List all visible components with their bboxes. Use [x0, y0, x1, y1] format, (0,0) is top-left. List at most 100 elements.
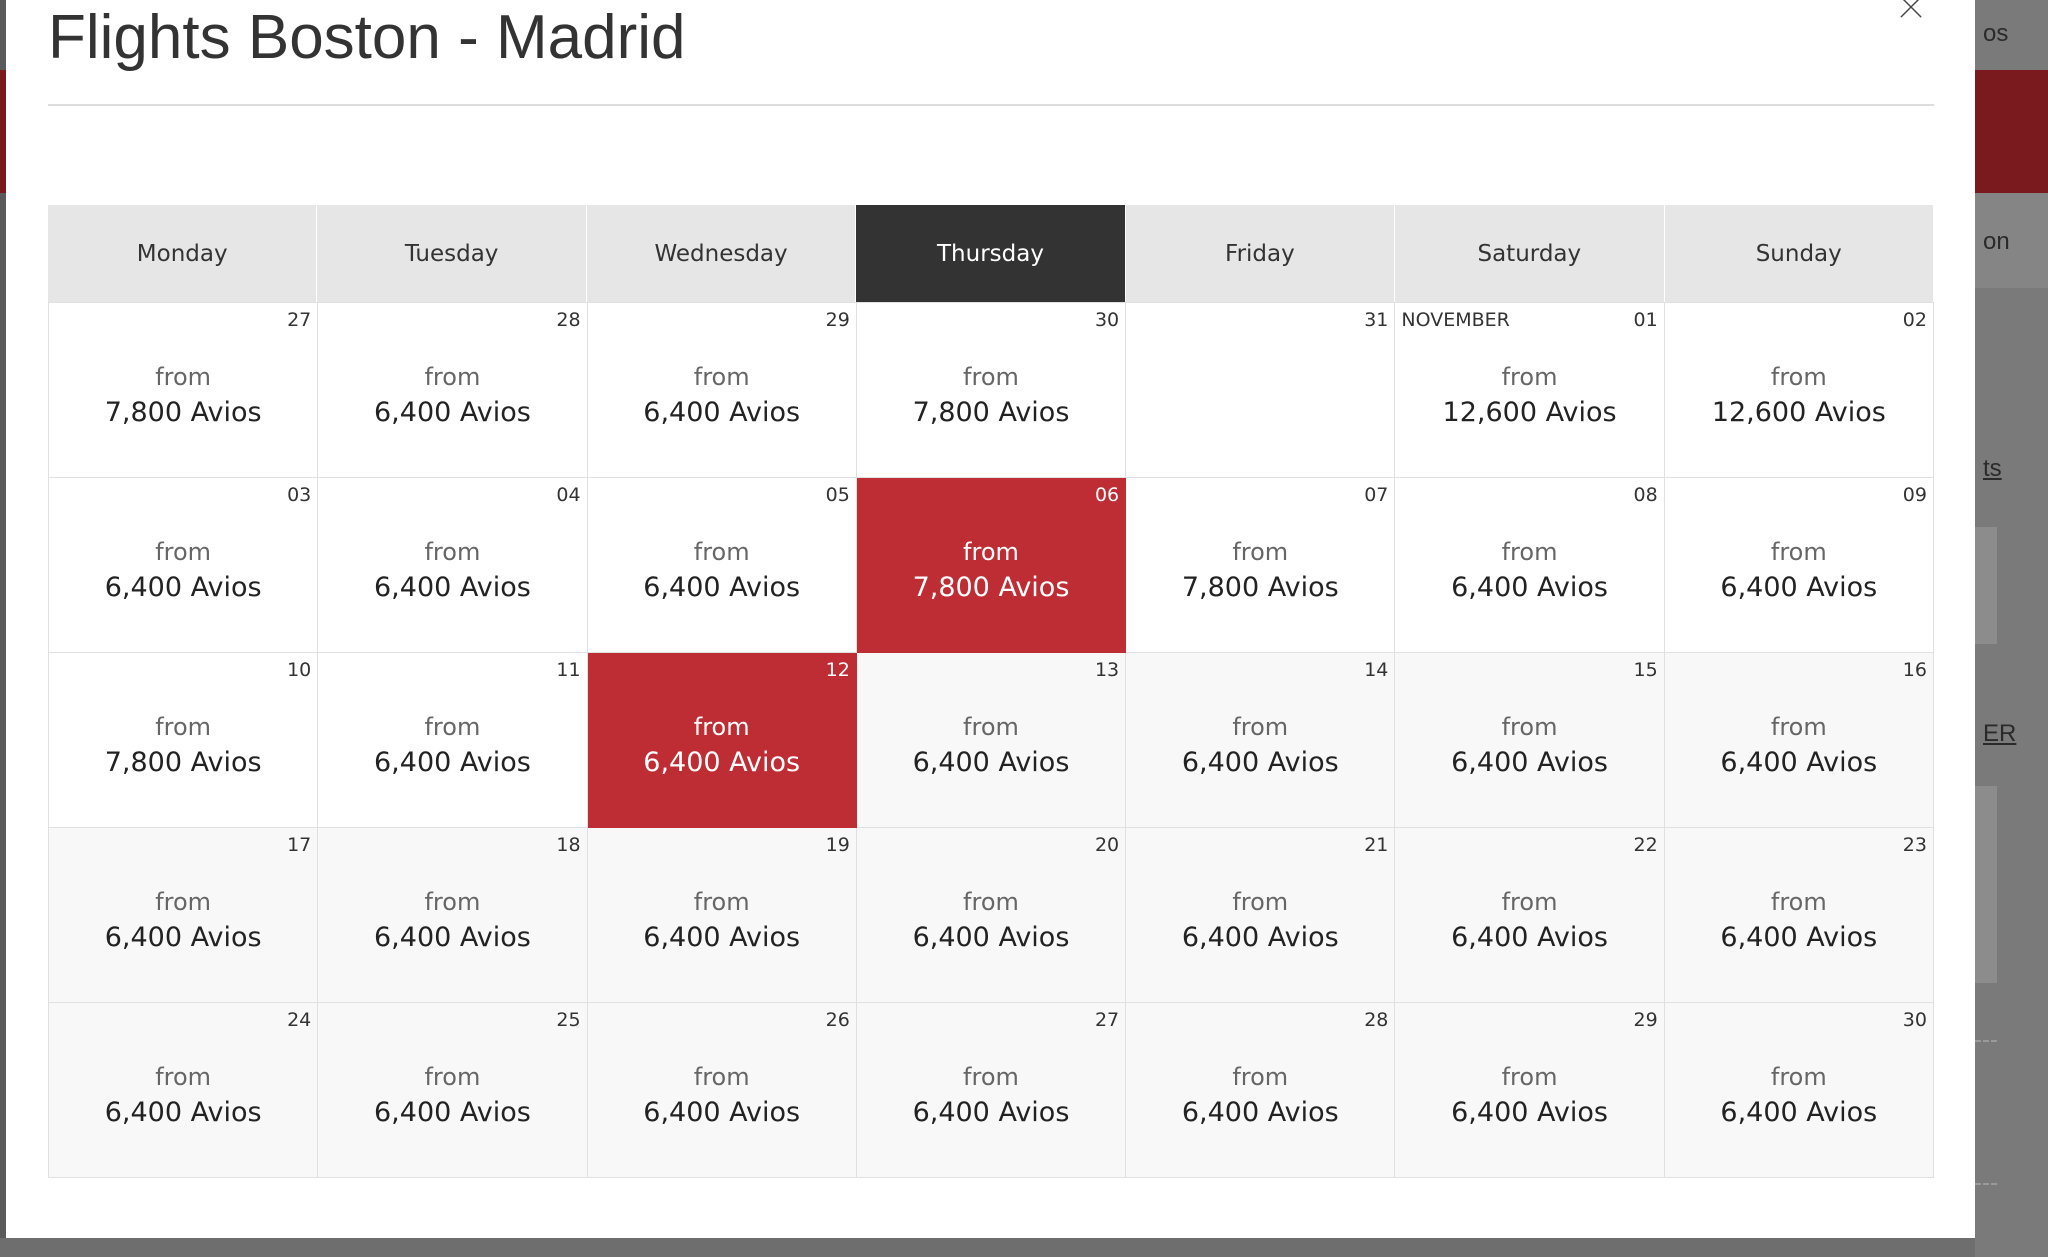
background-divider [1975, 1040, 1997, 1042]
date-cell[interactable]: 24 from 6,400 Avios [49, 1003, 319, 1178]
date-cell[interactable]: 21 from 6,400 Avios [1126, 828, 1396, 1003]
weekday-saturday: Saturday [1395, 205, 1665, 302]
avios-price: 6,400 Avios [104, 1097, 262, 1128]
background-page: os on ts ER [1975, 0, 2048, 1257]
weekday-header: Monday Tuesday Wednesday Thursday Friday Satu… [48, 205, 1934, 302]
avios-price: 6,400 Avios [912, 1097, 1070, 1128]
date-cell[interactable]: 04 from 6,400 Avios [318, 478, 588, 653]
date-cell[interactable]: 11 from 6,400 Avios [318, 653, 588, 828]
close-button[interactable] [1884, 0, 1938, 20]
date-cell[interactable]: 25 from 6,400 Avios [318, 1003, 588, 1178]
date-number: 10 [287, 659, 312, 681]
avios-price: 6,400 Avios [912, 922, 1070, 953]
date-cell[interactable]: 07 from 7,800 Avios [1126, 478, 1396, 653]
date-cell[interactable]: 30 from 6,400 Avios [1664, 1003, 1934, 1178]
from-label: from [1501, 713, 1558, 741]
avios-price: 6,400 Avios [1720, 1097, 1878, 1128]
date-number: 12 [825, 659, 850, 681]
avios-price: 6,400 Avios [374, 747, 531, 778]
date-number: 19 [825, 834, 850, 856]
date-cell[interactable]: 10 from 7,800 Avios [49, 653, 319, 828]
date-cell[interactable]: 17 from 6,400 Avios [49, 828, 319, 1003]
date-cell[interactable]: 28 from 6,400 Avios [318, 303, 588, 478]
background-link: ER [1983, 720, 2017, 747]
from-label: from [693, 713, 750, 741]
date-number: 27 [287, 309, 312, 331]
avios-price: 6,400 Avios [643, 747, 801, 778]
weekday-monday: Monday [48, 205, 318, 302]
background-header-band [1975, 70, 2048, 193]
date-cell[interactable]: 19 from 6,400 Avios [587, 828, 857, 1003]
date-cell[interactable]: 01 NOVEMBER from 12,600 Avios [1395, 303, 1665, 478]
background-divider [1975, 1183, 1997, 1185]
from-label: from [1232, 888, 1289, 916]
selected-date-cell[interactable]: 12 from 6,400 Avios [587, 653, 857, 828]
dialog-title: Flights Boston - Madrid [48, 3, 686, 72]
from-label: from [424, 888, 481, 916]
date-cell[interactable]: 14 from 6,400 Avios [1126, 653, 1396, 828]
date-cell[interactable]: 23 from 6,400 Avios [1664, 828, 1934, 1003]
date-cell[interactable]: 22 from 6,400 Avios [1395, 828, 1665, 1003]
date-cell[interactable]: 02 from 12,600 Avios [1664, 303, 1934, 478]
date-cell[interactable]: 27 from 7,800 Avios [49, 303, 319, 478]
date-number: 26 [825, 1009, 850, 1031]
date-number: 03 [287, 484, 312, 506]
avios-price: 6,400 Avios [1720, 747, 1878, 778]
avios-price: 7,800 Avios [1181, 572, 1339, 603]
date-cell[interactable]: 20 from 6,400 Avios [856, 828, 1127, 1003]
from-label: from [424, 538, 481, 566]
calendar-week: 24 from 6,400 Avios 25 from 6,400 Avios 26 from… [49, 1003, 1934, 1178]
date-number: 21 [1364, 834, 1389, 856]
from-label: from [155, 1063, 212, 1091]
fare-calendar: Monday Tuesday Wednesday Thursday Friday Satu… [48, 205, 1934, 1178]
date-cell[interactable]: 09 from 6,400 Avios [1664, 478, 1934, 653]
date-number: 01 [1633, 309, 1658, 331]
date-cell[interactable]: 29 from 6,400 Avios [1395, 1003, 1665, 1178]
date-cell[interactable]: 31 [1126, 303, 1396, 478]
date-cell[interactable]: 08 from 6,400 Avios [1395, 478, 1665, 653]
date-cell[interactable]: 28 from 6,400 Avios [1126, 1003, 1396, 1178]
date-number: 28 [1364, 1009, 1389, 1031]
avios-price: 6,400 Avios [643, 572, 801, 603]
background-text: on [1983, 228, 2010, 255]
avios-price: 6,400 Avios [643, 397, 801, 428]
from-label: from [155, 363, 212, 391]
from-label: from [424, 713, 481, 741]
calendar-week: 10 from 7,800 Avios 11 from 6,400 Avios 12 from… [49, 653, 1934, 828]
date-cell[interactable]: 03 from 6,400 Avios [49, 478, 319, 653]
date-number: 13 [1094, 659, 1120, 681]
date-number: 29 [825, 309, 850, 331]
avios-price: 6,400 Avios [1451, 922, 1608, 953]
weekday-friday: Friday [1125, 205, 1396, 302]
date-number: 18 [556, 834, 581, 856]
date-number: 30 [1094, 309, 1120, 331]
date-cell[interactable]: 15 from 6,400 Avios [1395, 653, 1665, 828]
date-cell[interactable]: 30 from 7,800 Avios [856, 303, 1127, 478]
selected-date-cell[interactable]: 06 from 7,800 Avios [856, 478, 1127, 653]
date-cell[interactable]: 26 from 6,400 Avios [587, 1003, 857, 1178]
date-cell[interactable]: 29 from 6,400 Avios [587, 303, 857, 478]
from-label: from [963, 713, 1019, 741]
date-cell[interactable]: 18 from 6,400 Avios [318, 828, 588, 1003]
background-footer [0, 1238, 1975, 1257]
date-number: 08 [1633, 484, 1658, 506]
calendar-grid: 27 from 7,800 Avios 28 from 6,400 Avios 29 from… [48, 302, 1934, 1178]
date-number: 29 [1633, 1009, 1658, 1031]
from-label: from [1770, 538, 1827, 566]
avios-price: 7,800 Avios [912, 397, 1070, 428]
avios-price: 6,400 Avios [104, 572, 262, 603]
date-cell[interactable]: 16 from 6,400 Avios [1664, 653, 1934, 828]
date-number: 28 [556, 309, 581, 331]
date-cell[interactable]: 27 from 6,400 Avios [856, 1003, 1127, 1178]
avios-price: 7,800 Avios [912, 572, 1070, 603]
date-cell[interactable]: 13 from 6,400 Avios [856, 653, 1127, 828]
from-label: from [693, 363, 750, 391]
calendar-week: 27 from 7,800 Avios 28 from 6,400 Avios 29 from… [49, 303, 1934, 478]
from-label: from [693, 538, 750, 566]
from-label: from [155, 713, 212, 741]
avios-price: 6,400 Avios [374, 397, 531, 428]
date-cell[interactable]: 05 from 6,400 Avios [587, 478, 857, 653]
avios-price: 6,400 Avios [374, 1097, 531, 1128]
date-number: 30 [1902, 1009, 1927, 1031]
avios-price: 6,400 Avios [1451, 747, 1608, 778]
